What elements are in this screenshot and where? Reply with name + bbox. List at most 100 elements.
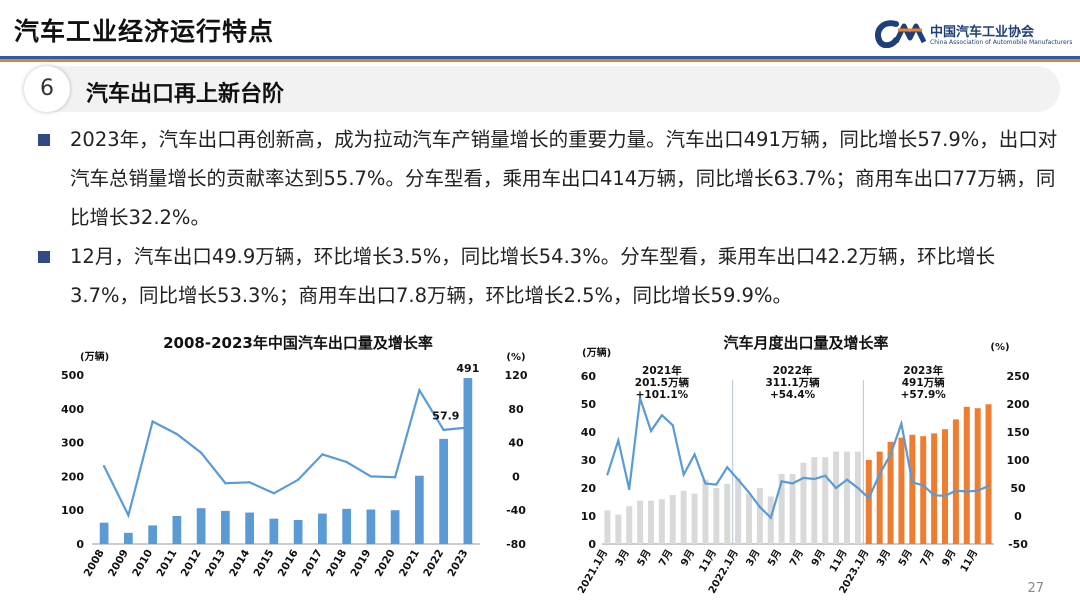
monthly-growth-point-14 (747, 491, 751, 494)
x-tick-label: 2016 (276, 548, 301, 579)
bullet-text: 12月，汽车出口49.9万辆，环比增长3.5%，同比增长54.3%。分车型看，乘… (70, 245, 996, 307)
bar-monthly-export-11 (713, 488, 720, 544)
x-tick-label: 11月 (697, 548, 719, 575)
monthly-growth-point-32 (943, 494, 947, 497)
bar-export-2021 (415, 475, 424, 544)
monthly-growth-point-27 (889, 453, 892, 456)
x-tick-label: 2008 (82, 548, 107, 579)
growth-rate-point-2019 (369, 475, 373, 478)
monthly-growth-point-19 (802, 476, 805, 480)
logo-english-name: China Association of Automobile Manufact… (930, 39, 1073, 46)
left-tick-label: 20 (581, 482, 597, 495)
x-tick-label: 2018 (324, 548, 349, 579)
left-tick-label: 60 (581, 370, 597, 383)
section-header: 6 汽车出口再上新台阶 (24, 66, 1060, 112)
bar-monthly-export-20 (811, 457, 818, 544)
monthly-growth-point-7 (671, 424, 674, 427)
x-tick-label: 9月 (809, 548, 828, 569)
monthly-growth-point-13 (737, 478, 740, 481)
growth-rate-point-2018 (345, 460, 348, 464)
bar-monthly-export-36 (985, 404, 992, 544)
title-rule-blue (0, 56, 1080, 59)
monthly-growth-line (606, 398, 990, 520)
growth-rate-point-2015 (272, 492, 276, 495)
x-tick-label: 2015 (251, 548, 276, 579)
monthly-growth-point-1 (606, 473, 609, 476)
bar-monthly-export-9 (691, 493, 698, 544)
monthly-growth-point-4 (639, 397, 642, 400)
bullet-square-icon (38, 134, 50, 146)
x-tick-label: 2013 (203, 548, 228, 579)
left-tick-label: 500 (61, 369, 84, 382)
chart-title: 汽车月度出口量及增长率 (723, 334, 888, 352)
title-bar: 汽车工业经济运行特点 中国汽车工业协会 China Association of… (0, 0, 1080, 62)
monthly-growth-point-20 (813, 477, 816, 481)
growth-rate-point-2008 (102, 465, 106, 468)
bar-monthly-export-22 (833, 451, 840, 544)
bar-monthly-export-13 (735, 478, 742, 544)
monthly-growth-point-10 (704, 482, 707, 485)
x-tick-label: 2010 (130, 548, 155, 579)
x-tick-label: 3月 (613, 548, 632, 569)
growth-rate-point-2022 (442, 428, 445, 432)
bar-monthly-export-18 (789, 474, 796, 544)
section-number: 6 (24, 66, 70, 112)
bullet-text: 2023年，汽车出口再创新高，成为拉动汽车产销量增长的重要力量。汽车出口491万… (70, 128, 1058, 229)
annual-export-chart-svg: 2008-2023年中国汽车出口量及增长率 (万辆) (%) 0 100 200 300 40… (61, 334, 528, 579)
bar-monthly-export-14 (746, 493, 752, 544)
x-tick-label: 5月 (635, 548, 654, 569)
bar-export-2013 (221, 510, 230, 544)
monthly-growth-point-21 (824, 474, 827, 477)
monthly-growth-point-3 (628, 488, 631, 491)
right-tick-label: 250 (1007, 370, 1030, 383)
monthly-growth-point-11 (715, 483, 718, 486)
left-tick-label: 10 (581, 510, 597, 523)
left-tick-label: 400 (61, 403, 84, 416)
left-tick-label: 200 (61, 470, 84, 483)
period-label: 201.5万辆 (635, 376, 690, 389)
right-tick-label: -80 (506, 538, 526, 551)
bar-export-2009 (124, 532, 133, 544)
x-tick-label: 5月 (765, 548, 784, 569)
bar-monthly-export-6 (658, 499, 665, 544)
bar-monthly-export-29 (909, 434, 916, 544)
x-tick-label: 2012 (179, 548, 204, 579)
bar-monthly-export-16 (767, 496, 774, 544)
right-axis-unit: (%) (990, 342, 1009, 353)
bar-export-2023 (463, 378, 473, 544)
bar-export-2015 (269, 518, 279, 544)
right-tick-label: 80 (508, 403, 524, 416)
title-rule-orange (0, 59, 1080, 62)
x-tick-label: 2020 (373, 548, 398, 579)
monthly-growth-point-34 (965, 490, 968, 493)
page-number: 27 (1027, 581, 1044, 596)
growth-rate-point-2021 (418, 389, 421, 392)
bar-monthly-export-1 (604, 510, 611, 544)
monthly-growth-point-16 (769, 516, 772, 519)
x-tick-label: 11月 (958, 548, 980, 575)
x-tick-label: 7月 (656, 548, 675, 569)
left-tick-label: 0 (76, 538, 84, 551)
growth-rate-point-2011 (175, 432, 179, 436)
left-tick-label: 100 (61, 504, 84, 517)
monthly-growth-point-33 (954, 489, 957, 492)
monthly-growth-point-2 (617, 439, 620, 442)
left-tick-label: 0 (588, 538, 596, 551)
x-tick-label: 11月 (827, 548, 849, 575)
left-axis-unit: (万辆) (582, 346, 611, 359)
right-tick-label: 0 (512, 470, 520, 483)
bar-export-2017 (318, 513, 327, 544)
bar-monthly-export-12 (724, 483, 731, 544)
annotation-export-2023: 491 (456, 362, 479, 375)
bar-monthly-export-32 (942, 429, 948, 544)
page-title: 汽车工业经济运行特点 (14, 17, 275, 46)
chart-title: 2008-2023年中国汽车出口量及增长率 (163, 334, 433, 352)
growth-rate-point-2014 (248, 481, 251, 484)
monthly-export-chart-svg: 汽车月度出口量及增长率 (万辆) (%) 0 10 20 30 40 50 60 -50 0 50 100… (575, 334, 1030, 596)
left-tick-label: 300 (61, 437, 84, 450)
bar-monthly-export-33 (952, 419, 959, 544)
monthly-growth-point-6 (660, 414, 663, 417)
x-tick-label: 2011 (154, 548, 179, 579)
right-tick-label: 120 (505, 369, 528, 382)
right-tick-label: 50 (1010, 482, 1026, 495)
